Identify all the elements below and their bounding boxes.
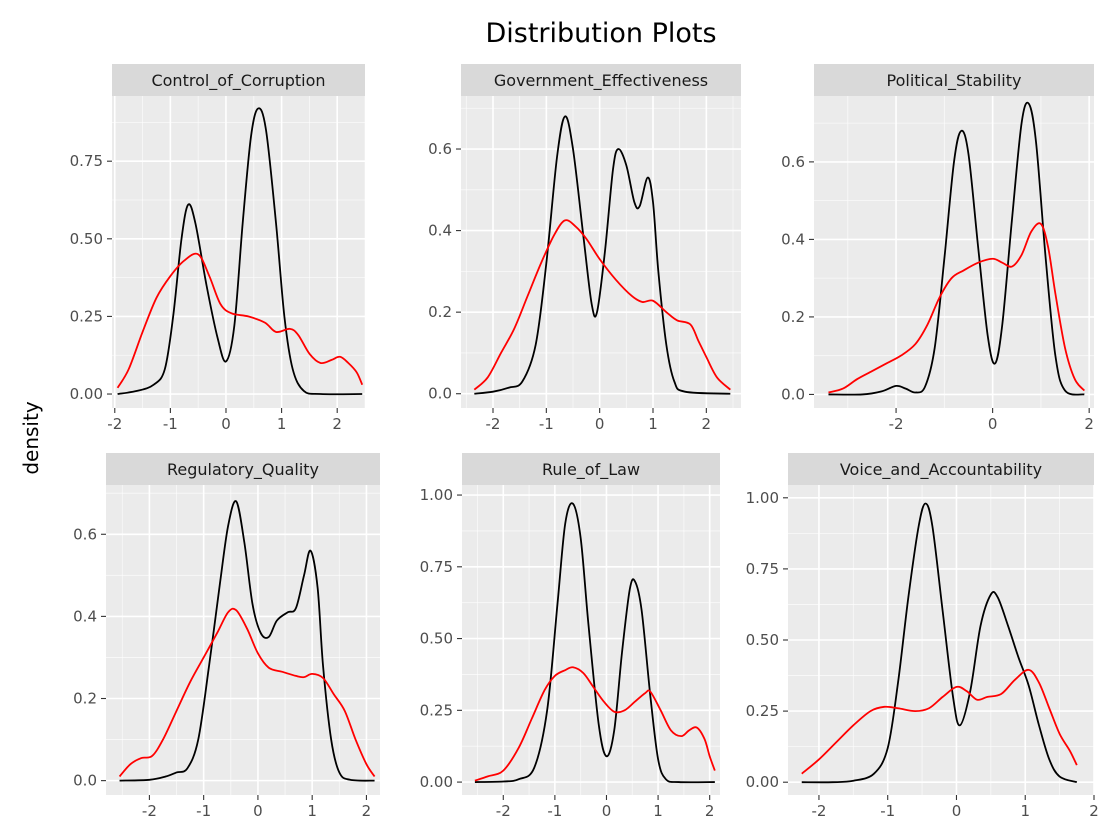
density-line-red <box>801 668 1078 775</box>
facet-strip-label: Regulatory_Quality <box>167 460 319 480</box>
y-tick-label: 0.0 <box>781 385 805 403</box>
y-tick-label: 0.2 <box>781 308 805 326</box>
panel-curves <box>474 502 716 784</box>
facet-strip <box>788 453 1094 485</box>
facet-panel-2: Political_Stability -2 0 2 0.0 0.2 0.4 0.6 <box>781 64 1094 433</box>
x-tick-label: 2 <box>705 802 715 820</box>
density-line-red <box>116 252 364 389</box>
x-tick-label: 2 <box>362 802 372 820</box>
y-tick-label: 0.4 <box>73 607 97 625</box>
y-tick-label: 0.0 <box>428 385 452 403</box>
facet-strip-label: Voice_and_Accountability <box>840 460 1042 480</box>
y-tick-label: 0.25 <box>746 702 779 720</box>
panel-background <box>112 96 365 408</box>
x-tick-label: 0 <box>595 415 605 433</box>
y-tick-label: 0.75 <box>746 560 779 578</box>
facet-strip <box>112 64 365 96</box>
y-tick-label: 0.4 <box>428 222 452 240</box>
density-line-black <box>474 502 715 784</box>
facet-strip-label: Rule_of_Law <box>542 460 640 480</box>
x-tick-label: -2 <box>811 802 826 820</box>
y-tick-label: 0.25 <box>70 307 103 325</box>
y-tick-label: 0.2 <box>73 690 97 708</box>
x-tick-label: 1 <box>648 415 658 433</box>
density-line-black <box>801 502 1078 784</box>
x-tick-label: -2 <box>889 415 904 433</box>
panel-grid <box>462 485 720 795</box>
facet-strip-label: Political_Stability <box>887 71 1022 91</box>
facet-panel-0: Control_of_Corruption -2 -1 0 1 2 0.00 0.25 0.50… <box>70 64 365 433</box>
x-tick-label: 2 <box>1089 802 1099 820</box>
panel-curves <box>116 107 364 396</box>
y-tick-label: 0.50 <box>70 230 103 248</box>
y-tick-label: 0.2 <box>428 303 452 321</box>
facet-strip <box>461 64 741 96</box>
x-tick-label: -1 <box>880 802 895 820</box>
chart-title: Distribution Plots <box>485 18 716 49</box>
density-line-black <box>117 107 363 396</box>
panel-curves <box>828 101 1086 396</box>
y-tick-label: 0.25 <box>420 701 453 719</box>
y-tick-label: 0.6 <box>73 525 97 543</box>
x-tick-label: 2 <box>332 415 342 433</box>
facet-strip <box>106 453 380 485</box>
density-line-red <box>118 607 376 778</box>
y-tick-label: 0.00 <box>746 773 779 791</box>
x-tick-label: 1 <box>653 802 663 820</box>
x-tick-label: -2 <box>142 802 157 820</box>
x-tick-label: 0 <box>988 415 998 433</box>
x-tick-label: -1 <box>547 802 562 820</box>
x-tick-label: 2 <box>1084 415 1094 433</box>
x-tick-label: -2 <box>486 415 501 433</box>
y-tick-label: 0.00 <box>70 385 103 403</box>
facet-panels: Control_of_Corruption-2 -1 0 1 20.000.250.50… <box>70 64 1099 820</box>
facet-strip-label: Control_of_Corruption <box>151 71 325 91</box>
facet-strip <box>814 64 1094 96</box>
facet-panel-4: Rule_of_Law -2 -1 0 1 2 0.00 0.25 0.50 0.75 1.00 <box>420 453 720 820</box>
density-line-black <box>828 101 1085 396</box>
y-tick-label: 0.00 <box>420 773 453 791</box>
density-line-red <box>828 222 1086 394</box>
x-tick-label: 1 <box>307 802 317 820</box>
panel-background <box>462 485 720 795</box>
facet-strip-label: Government_Effectiveness <box>494 71 708 91</box>
facet-panel-5: Voice_and_Accountability -2 -1 0 1 2 0.00 0.25 0… <box>746 453 1099 820</box>
density-line-red <box>473 219 731 391</box>
panel-background <box>814 96 1094 408</box>
x-tick-label: 0 <box>253 802 263 820</box>
y-tick-label: 1.00 <box>746 489 779 507</box>
y-tick-label: 0.75 <box>420 558 453 576</box>
panel-background <box>461 96 741 408</box>
density-line-black <box>474 115 731 395</box>
x-tick-label: -1 <box>539 415 554 433</box>
x-tick-label: -1 <box>196 802 211 820</box>
y-tick-label: 0.75 <box>70 152 103 170</box>
x-tick-label: 0 <box>952 802 962 820</box>
density-line-black <box>119 500 375 782</box>
y-tick-label: 0.50 <box>746 631 779 649</box>
x-tick-label: 1 <box>277 415 287 433</box>
x-tick-label: 1 <box>1020 802 1030 820</box>
density-line-red <box>474 666 716 782</box>
x-tick-label: -2 <box>107 415 122 433</box>
x-tick-label: -2 <box>496 802 511 820</box>
x-tick-label: 2 <box>702 415 712 433</box>
x-tick-label: -1 <box>163 415 178 433</box>
panel-curves <box>801 502 1078 784</box>
facet-strip <box>462 453 720 485</box>
y-axis-title: density <box>19 401 43 474</box>
y-tick-label: 0.6 <box>428 140 452 158</box>
y-tick-label: 0.4 <box>781 230 805 248</box>
y-tick-label: 0.50 <box>420 630 453 648</box>
y-tick-label: 0.6 <box>781 153 805 171</box>
facet-panel-1: Government_Effectiveness -2 -1 0 1 2 0.0 0.2 0.4… <box>428 64 741 433</box>
panel-curves <box>118 500 376 782</box>
facet-panel-3: Regulatory_Quality -2 -1 0 1 2 0.0 0.2 0.4 0.6 <box>73 453 380 820</box>
y-tick-label: 0.0 <box>73 772 97 790</box>
y-tick-label: 1.00 <box>420 486 453 504</box>
x-tick-label: 0 <box>602 802 612 820</box>
x-tick-label: 0 <box>221 415 231 433</box>
panel-curves <box>473 115 731 395</box>
